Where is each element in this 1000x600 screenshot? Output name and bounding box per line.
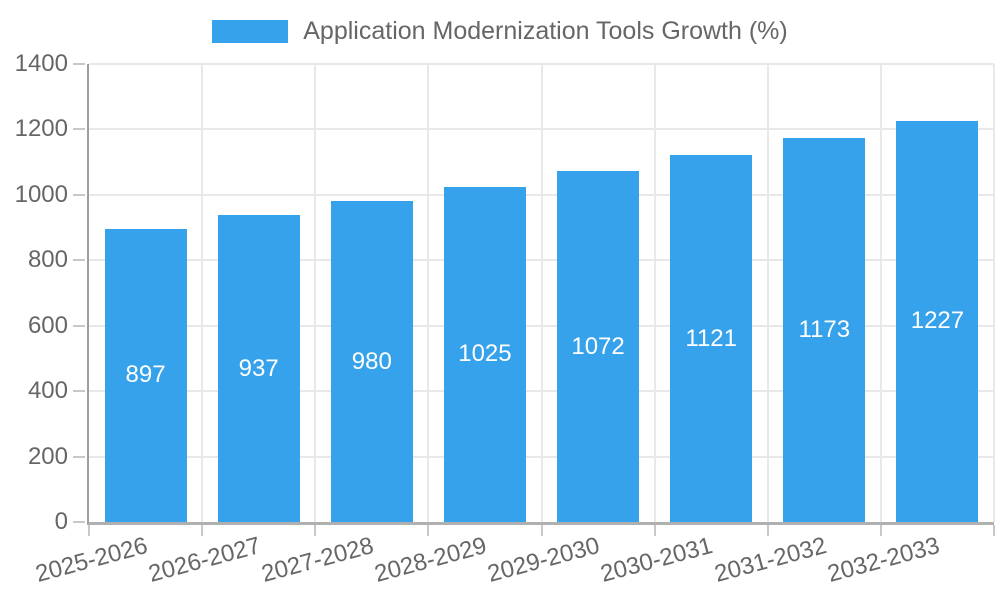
y-tick-label: 400	[27, 377, 68, 405]
bar-value-label: 1121	[685, 324, 737, 352]
y-tick-label: 1000	[14, 180, 68, 208]
bar[interactable]: 980	[330, 201, 413, 522]
bar[interactable]: 1227	[896, 120, 979, 522]
bar[interactable]: 1072	[557, 171, 640, 522]
bar-value-label: 1227	[910, 307, 965, 335]
y-tick-mark	[73, 128, 85, 131]
y-tick-label: 600	[27, 311, 68, 339]
x-tick-label: 2029-2030	[484, 532, 603, 588]
bar-value-label: 937	[238, 354, 279, 382]
y-tick-mark	[73, 193, 85, 196]
x-grid-line	[653, 64, 656, 522]
x-tick-mark	[201, 525, 204, 536]
x-tick-label: 2032-2033	[824, 532, 943, 588]
bar-value-label: 897	[125, 361, 166, 389]
x-tick-label: 2028-2029	[371, 532, 490, 588]
x-tick-label: 2026-2027	[145, 532, 264, 588]
x-tick-mark	[993, 525, 995, 536]
y-tick-mark	[73, 259, 85, 262]
x-tick-label: 2027-2028	[258, 532, 377, 588]
plot-area: 897 937 980 1025 1072 1121 1173 1227	[73, 63, 995, 536]
bar-value-label: 980	[351, 347, 392, 375]
legend-swatch	[212, 20, 289, 43]
bar[interactable]: 1025	[443, 186, 526, 522]
y-tick-mark	[73, 324, 85, 327]
bar-value-label: 1173	[798, 316, 851, 344]
legend[interactable]: Application Modernization Tools Growth (…	[0, 17, 1000, 46]
bar-value-label: 1072	[571, 332, 625, 360]
bar[interactable]: 937	[217, 215, 300, 522]
x-tick-mark	[653, 525, 656, 536]
bar[interactable]: 897	[104, 228, 187, 522]
legend-label: Application Modernization Tools Growth (…	[303, 17, 788, 45]
x-tick-mark	[427, 525, 430, 536]
y-tick-label: 0	[54, 508, 68, 535]
y-tick-label: 1200	[14, 115, 68, 143]
x-grid-line	[766, 64, 769, 522]
y-tick-mark	[73, 390, 85, 393]
x-grid-line	[314, 64, 317, 522]
x-grid-line	[427, 64, 430, 522]
x-tick-label: 2025-2026	[32, 532, 151, 588]
y-tick-label: 1400	[14, 50, 68, 77]
x-grid-line	[993, 64, 995, 522]
y-tick-label: 200	[27, 442, 68, 470]
bar-value-label: 1025	[458, 340, 512, 368]
x-grid-line	[201, 64, 204, 522]
x-tick-mark	[766, 525, 769, 536]
y-tick-mark	[73, 521, 85, 523]
x-tick-label: 2031-2032	[711, 532, 830, 588]
y-tick-mark	[73, 63, 85, 65]
x-tick-label: 2030-2031	[598, 532, 716, 588]
x-tick-mark	[540, 525, 543, 536]
x-tick-mark	[314, 525, 317, 536]
y-tick-mark	[73, 455, 85, 458]
x-tick-mark	[879, 525, 882, 536]
x-grid-line	[540, 64, 543, 522]
bar[interactable]: 1173	[783, 138, 866, 522]
y-tick-label: 800	[27, 246, 68, 274]
x-grid-line	[879, 64, 882, 522]
bar[interactable]: 1121	[670, 155, 753, 522]
x-tick-mark	[88, 525, 90, 536]
